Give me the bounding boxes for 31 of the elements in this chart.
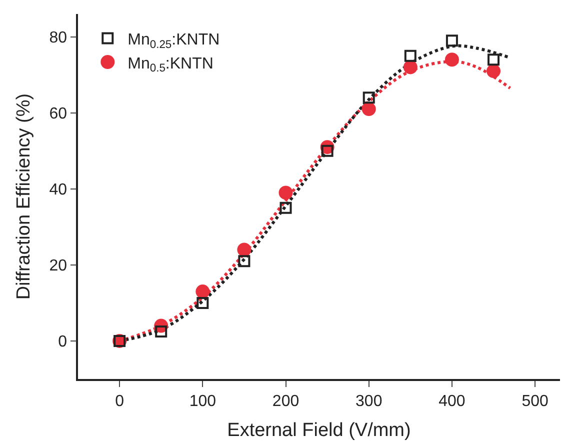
point — [196, 296, 209, 309]
y-axis-title: Diffraction Efficiency (%) — [14, 93, 34, 300]
point — [321, 144, 334, 157]
y-tick-label: 40 — [49, 182, 68, 198]
y-tick-label: 20 — [49, 258, 68, 275]
point — [444, 52, 459, 67]
y-tick-label: 60 — [49, 105, 68, 122]
point — [362, 102, 376, 116]
point — [237, 242, 252, 257]
point — [403, 60, 418, 74]
x-tick-label: 200 — [272, 392, 300, 410]
point — [486, 64, 501, 78]
legend-label: Mn$_{0.25}$:KNTN — [128, 31, 220, 51]
x-axis-title: External Field (V/mm) — [227, 420, 411, 441]
y-tick-label: 0 — [58, 334, 68, 351]
x-tick-label: 400 — [438, 392, 466, 410]
legend-label: Mn$_{0.5}$:KNTN — [128, 55, 214, 75]
point — [280, 202, 292, 214]
x-tick-label: 300 — [356, 392, 382, 410]
x-tick-label: 500 — [522, 392, 549, 410]
point — [155, 325, 168, 338]
point — [278, 186, 293, 200]
point — [488, 54, 500, 66]
x-tick-label: 100 — [189, 392, 216, 410]
point — [362, 92, 375, 104]
point — [238, 255, 250, 268]
x-tick-label: 0 — [115, 392, 124, 410]
y-tick-label: 80 — [49, 29, 68, 46]
point — [446, 34, 458, 47]
point — [196, 284, 210, 299]
point — [404, 50, 416, 62]
